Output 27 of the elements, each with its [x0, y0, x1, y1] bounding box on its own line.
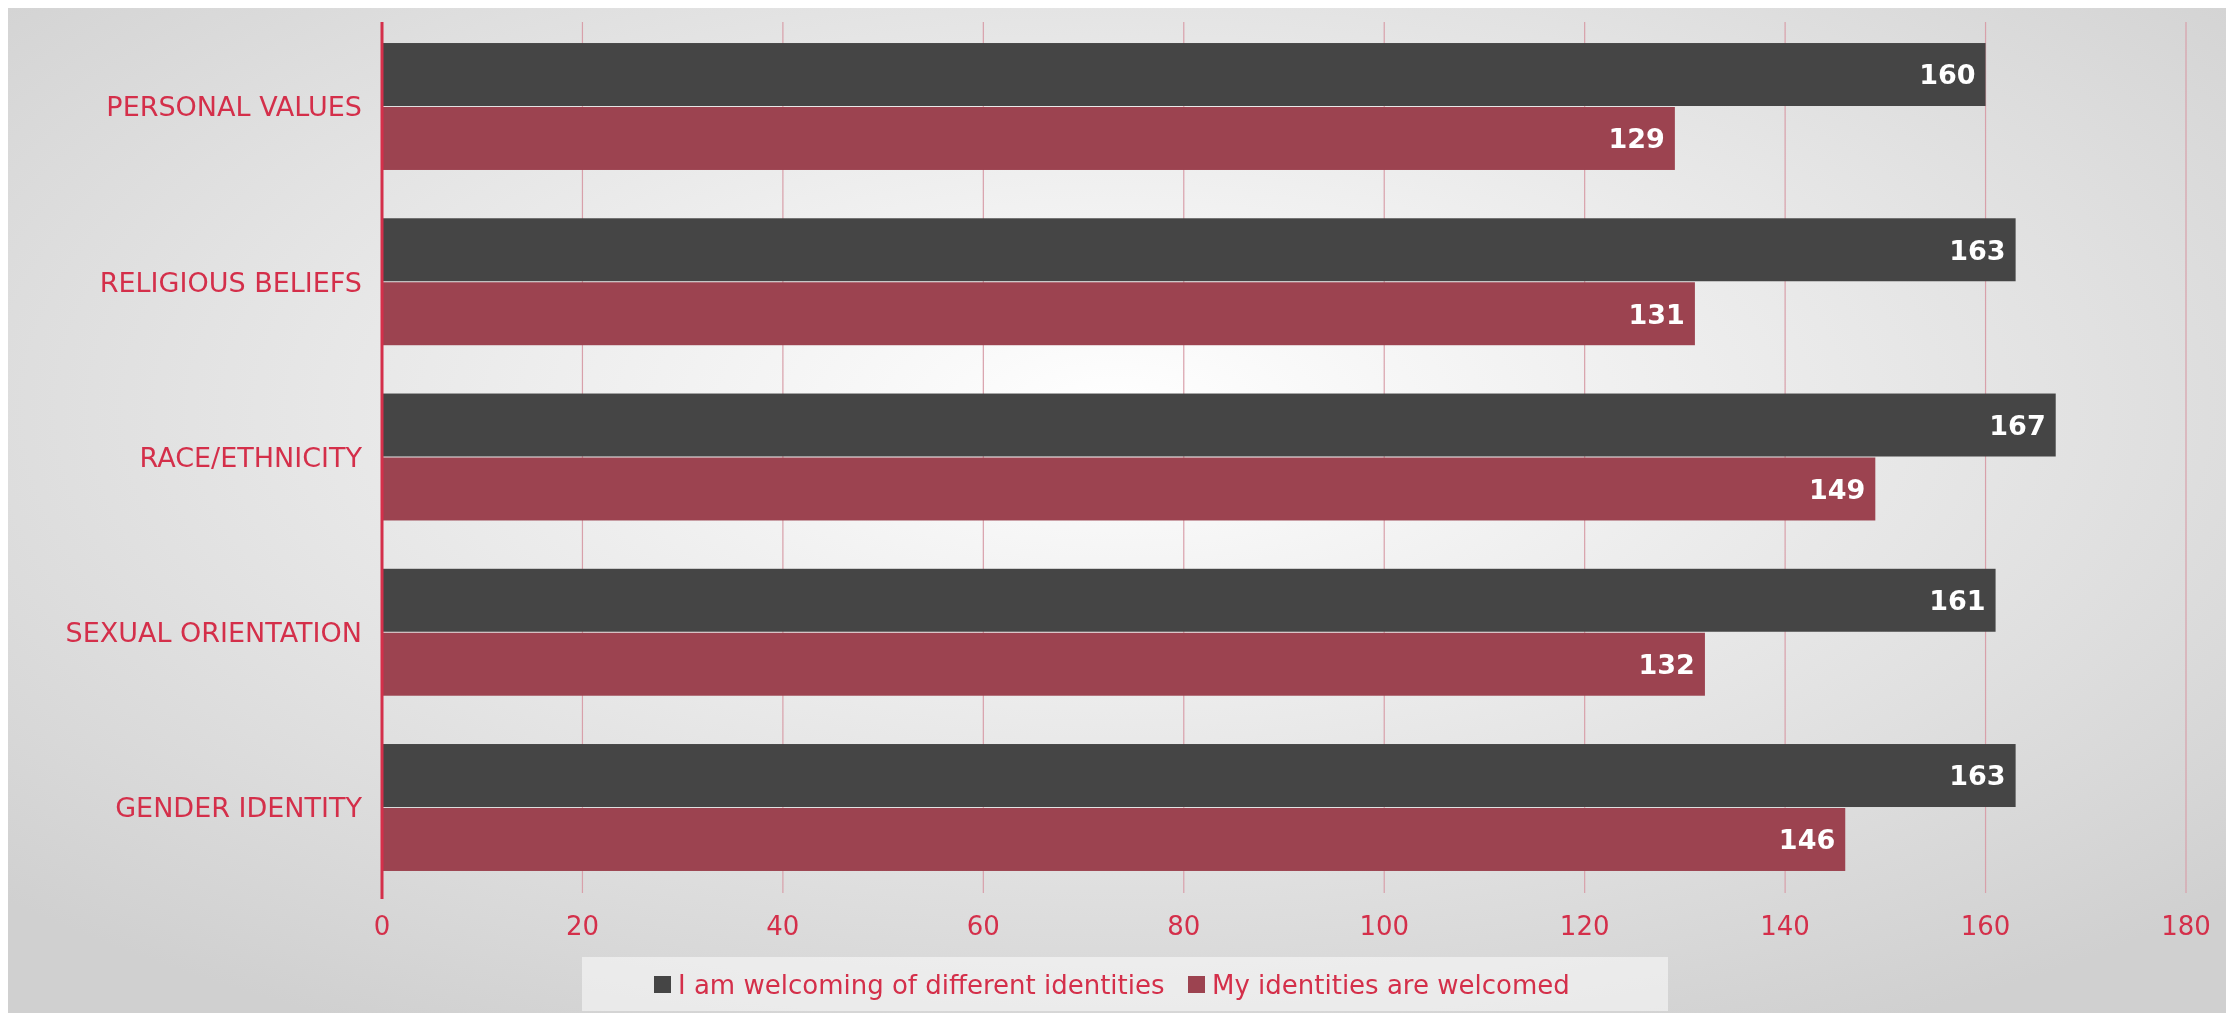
x-tick-label: 40	[766, 911, 800, 941]
x-tick-label: 60	[966, 911, 1000, 941]
legend-label: I am welcoming of different identities	[678, 970, 1165, 1001]
y-tick-label: PERSONAL VALUES	[106, 91, 362, 123]
x-tick-label: 80	[1167, 911, 1201, 941]
data-label: 132	[1638, 649, 1695, 681]
data-label: 131	[1628, 298, 1685, 330]
x-tick-label: 160	[1960, 911, 2011, 941]
data-label: 163	[1949, 760, 2006, 792]
x-tick-label: 0	[373, 911, 391, 941]
data-label: 149	[1808, 473, 1866, 505]
y-tick-label: SEXUAL ORIENTATION	[65, 617, 362, 649]
x-tick-label: 140	[1760, 911, 1810, 941]
data-label: 146	[1778, 824, 1836, 856]
x-tick-label: 100	[1359, 911, 1410, 941]
x-tick-label: 120	[1559, 911, 1610, 941]
x-tick-label: 20	[565, 911, 599, 941]
data-label: 129	[1608, 123, 1665, 155]
x-tick-label: 180	[2161, 911, 2211, 941]
data-label: 163	[1949, 234, 2006, 266]
y-tick-label: RACE/ETHNICITY	[139, 441, 363, 473]
data-label: 160	[1919, 59, 1976, 91]
y-tick-label: RELIGIOUS BELIEFS	[99, 266, 362, 298]
legend-label: My identities are welcomed	[1212, 970, 1570, 1001]
y-tick-label: GENDER IDENTITY	[115, 792, 363, 824]
data-label: 167	[1989, 409, 2046, 441]
data-label: 161	[1929, 585, 1986, 617]
